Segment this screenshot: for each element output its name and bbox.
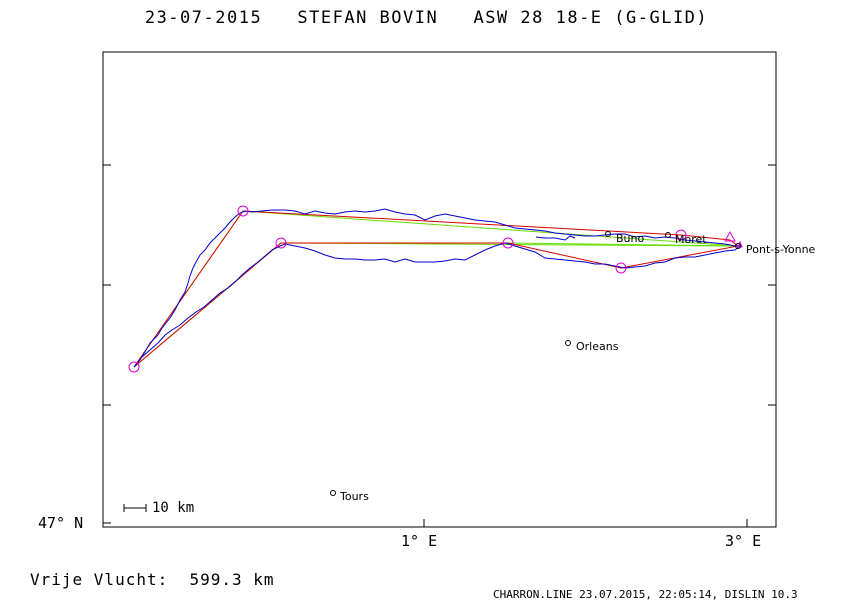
town-label-moret: Moret xyxy=(675,233,707,246)
town-label-buno: Buno xyxy=(616,232,645,245)
pilot-name: STEFAN BOVIN xyxy=(297,8,439,28)
turnpoint-2 xyxy=(275,237,287,249)
town-label-orleans: Orleans xyxy=(576,340,619,353)
scale-bar xyxy=(123,504,147,512)
turnpoint-4 xyxy=(615,262,627,274)
free-flight-distance: 599.3 km xyxy=(189,570,275,589)
flight-header: 23-07-2015 STEFAN BOVIN ASW 28 18-E (G-G… xyxy=(0,8,853,28)
lat-label: 47° N xyxy=(38,514,84,532)
turnpoint-1 xyxy=(237,205,249,217)
town-marker-orleans xyxy=(565,340,571,346)
glider-type: ASW 28 18-E (G-GLID) xyxy=(473,8,709,28)
scale-bar-label: 10 km xyxy=(152,500,195,516)
town-marker-moret xyxy=(665,232,671,238)
plot-frame xyxy=(102,51,777,528)
lon-ticks xyxy=(423,519,748,527)
town-markers xyxy=(330,231,741,496)
turnpoint-6 xyxy=(724,230,736,242)
footer-info: CHARRON.LINE 23.07.2015, 22:05:14, DISLI… xyxy=(493,588,798,601)
flight-date: 23-07-2015 xyxy=(144,8,263,28)
optimized-legs xyxy=(133,210,739,368)
free-flight-result: Vrije Vlucht: 599.3 km xyxy=(30,570,275,589)
town-marker-tours xyxy=(330,490,336,496)
flight-track xyxy=(133,208,742,368)
task-legs xyxy=(133,210,740,368)
town-label-pont-s-yonne: Pont-s-Yonne xyxy=(746,243,816,256)
turnpoint-start xyxy=(128,361,140,373)
town-marker-buno xyxy=(605,231,611,237)
turnpoint-5 xyxy=(675,229,687,241)
lon-label-3e: 3° E xyxy=(725,532,762,550)
turnpoints xyxy=(128,205,743,373)
town-marker-pont xyxy=(735,243,741,249)
lat-ticks xyxy=(103,164,776,524)
town-label-tours: Tours xyxy=(340,490,369,503)
turnpoint-3 xyxy=(502,237,514,249)
free-flight-label: Vrije Vlucht: xyxy=(30,570,169,589)
lon-label-1e: 1° E xyxy=(401,532,438,550)
